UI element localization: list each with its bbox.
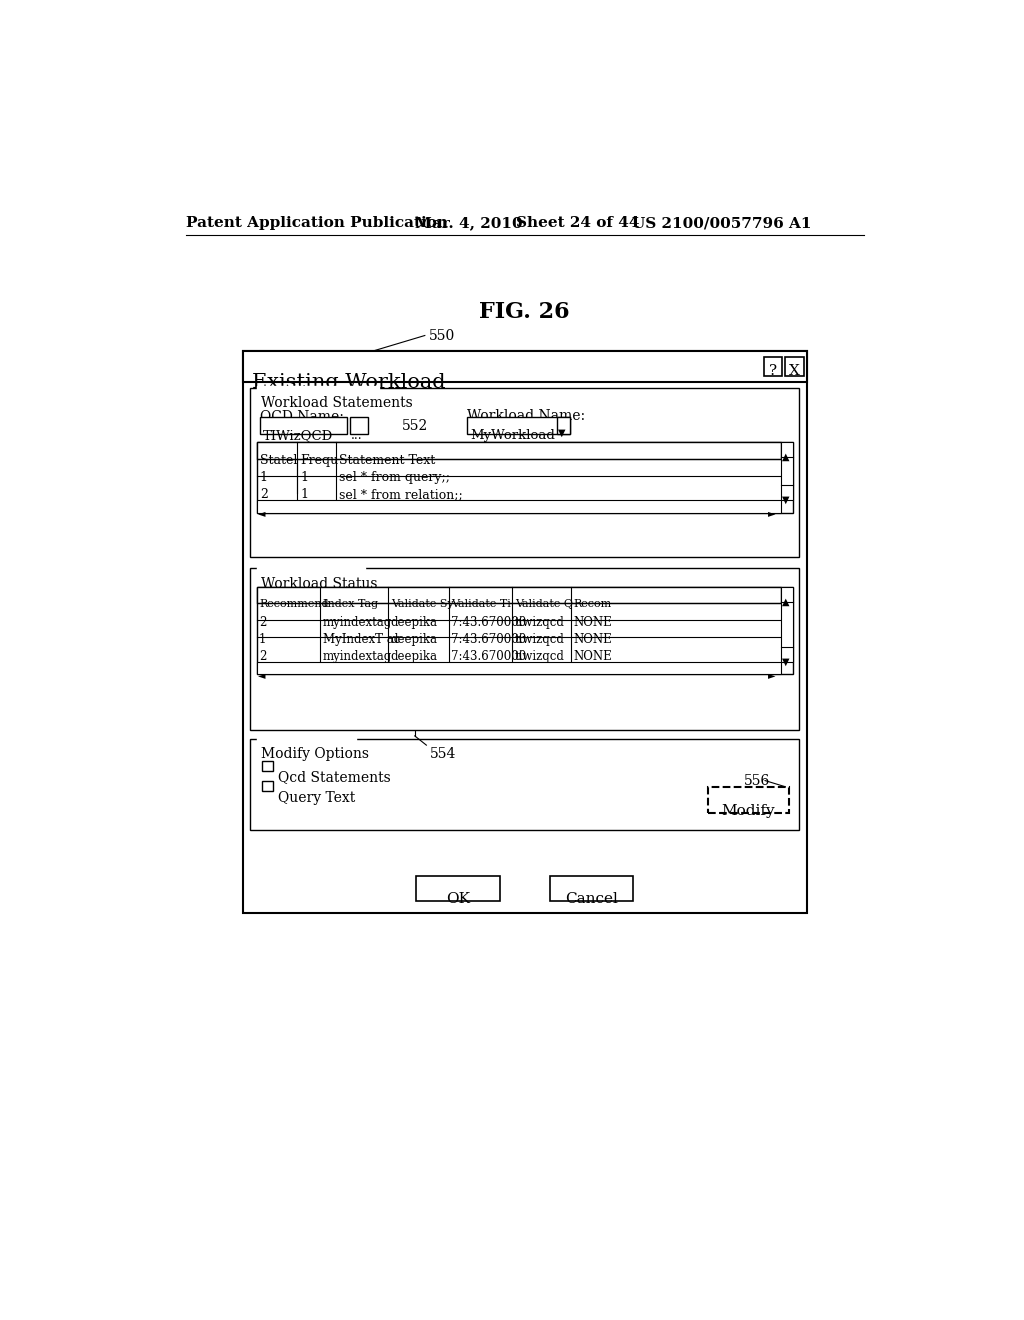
Text: ▼: ▼ — [782, 657, 790, 667]
Bar — [257, 586, 780, 603]
Text: NONE: NONE — [573, 632, 612, 645]
Text: 554: 554 — [430, 747, 457, 760]
Bar — [257, 566, 366, 578]
Bar — [257, 442, 780, 459]
Text: Statement Text: Statement Text — [339, 454, 435, 467]
Text: Recom: Recom — [573, 599, 612, 609]
Text: tiwizqcd: tiwizqcd — [515, 615, 564, 628]
Text: ▲: ▲ — [782, 598, 790, 606]
Bar — [257, 586, 793, 675]
Text: 2: 2 — [260, 488, 267, 502]
Text: 7:43.670000: 7:43.670000 — [452, 632, 526, 645]
Text: Sheet 24 of 44: Sheet 24 of 44 — [515, 216, 639, 230]
Bar — [257, 387, 379, 397]
Text: ...: ... — [351, 429, 362, 442]
Text: 7:43.670000: 7:43.670000 — [452, 649, 526, 663]
Bar — [262, 760, 273, 771]
Text: sel * from relation;;: sel * from relation;; — [339, 488, 463, 502]
Text: 556: 556 — [744, 775, 770, 788]
Text: ◄: ◄ — [258, 510, 265, 519]
Bar — [260, 417, 346, 434]
Bar — [467, 417, 569, 434]
Text: ?: ? — [769, 364, 777, 378]
Text: US 2100/0057796 A1: US 2100/0057796 A1 — [632, 216, 811, 230]
Text: OK: OK — [446, 892, 470, 907]
Text: Workload Name:: Workload Name: — [467, 409, 586, 424]
Text: Query Text: Query Text — [278, 791, 355, 805]
Text: ▼: ▼ — [558, 428, 565, 438]
Text: 1: 1 — [300, 471, 308, 484]
Text: MyWorkload: MyWorkload — [471, 429, 555, 442]
Text: 1: 1 — [259, 632, 266, 645]
Bar — [243, 351, 807, 913]
Text: NONE: NONE — [573, 615, 612, 628]
Bar — [349, 417, 369, 434]
Text: ▼: ▼ — [782, 496, 790, 504]
Text: Validate Q: Validate Q — [515, 599, 572, 609]
Text: Modify: Modify — [721, 804, 775, 817]
Text: deepika: deepika — [391, 649, 437, 663]
Text: 7:43.670000: 7:43.670000 — [452, 615, 526, 628]
Text: QCD Name:: QCD Name: — [260, 409, 344, 424]
Bar — [257, 738, 356, 748]
Bar — [251, 388, 799, 557]
Text: 552: 552 — [401, 418, 428, 433]
Text: 2: 2 — [259, 615, 266, 628]
Text: X: X — [790, 364, 800, 378]
Bar — [262, 780, 273, 792]
Text: Qcd Statements: Qcd Statements — [278, 771, 390, 784]
Text: 1: 1 — [300, 488, 308, 502]
Text: 2: 2 — [259, 649, 266, 663]
Bar — [257, 500, 780, 512]
Bar — [251, 568, 799, 730]
Bar — [251, 739, 799, 830]
Text: Validate Sy: Validate Sy — [391, 599, 454, 609]
Bar — [257, 663, 780, 675]
Bar — [780, 442, 793, 500]
Text: Modify Options: Modify Options — [261, 747, 370, 762]
Text: Mar. 4, 2010: Mar. 4, 2010 — [415, 216, 522, 230]
Text: FIG. 26: FIG. 26 — [479, 301, 570, 323]
Text: NONE: NONE — [573, 649, 612, 663]
Text: Index Tag: Index Tag — [323, 599, 378, 609]
Bar — [708, 787, 790, 813]
Text: tiwizqcd: tiwizqcd — [515, 632, 564, 645]
Text: Frequ: Frequ — [300, 454, 338, 467]
Text: deepika: deepika — [391, 615, 437, 628]
Bar — [243, 351, 807, 381]
Text: Patent Application Publication: Patent Application Publication — [186, 216, 449, 230]
Text: Statel: Statel — [260, 454, 297, 467]
Text: sel * from query;;: sel * from query;; — [339, 471, 450, 484]
Text: 550: 550 — [429, 330, 455, 343]
Text: deepika: deepika — [391, 632, 437, 645]
Text: Recommend: Recommend — [259, 599, 329, 609]
Text: Validate Ti: Validate Ti — [452, 599, 511, 609]
Bar — [764, 358, 782, 376]
Bar — [257, 442, 793, 512]
Text: Existing Workload: Existing Workload — [252, 374, 445, 392]
Bar — [550, 876, 633, 900]
Bar — [785, 358, 804, 376]
Text: MyIndexT ac: MyIndexT ac — [323, 632, 400, 645]
Text: ►: ► — [768, 510, 775, 519]
Bar — [780, 586, 793, 663]
Bar — [417, 876, 500, 900]
Text: 1: 1 — [260, 471, 267, 484]
Text: Workload Status: Workload Status — [261, 577, 378, 590]
Text: myindextag: myindextag — [323, 649, 392, 663]
Text: myindextag: myindextag — [323, 615, 392, 628]
Text: Cancel: Cancel — [565, 892, 617, 907]
Text: Workload Statements: Workload Statements — [261, 396, 413, 411]
Text: ▲: ▲ — [782, 453, 790, 462]
Text: ◄: ◄ — [258, 671, 265, 680]
Text: tiwizqcd: tiwizqcd — [515, 649, 564, 663]
Text: TIWizQCD: TIWizQCD — [263, 429, 333, 442]
Text: ►: ► — [768, 671, 775, 680]
Bar — [557, 417, 569, 434]
